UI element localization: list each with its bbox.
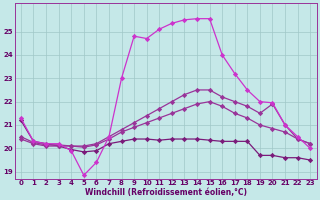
- X-axis label: Windchill (Refroidissement éolien,°C): Windchill (Refroidissement éolien,°C): [84, 188, 247, 197]
